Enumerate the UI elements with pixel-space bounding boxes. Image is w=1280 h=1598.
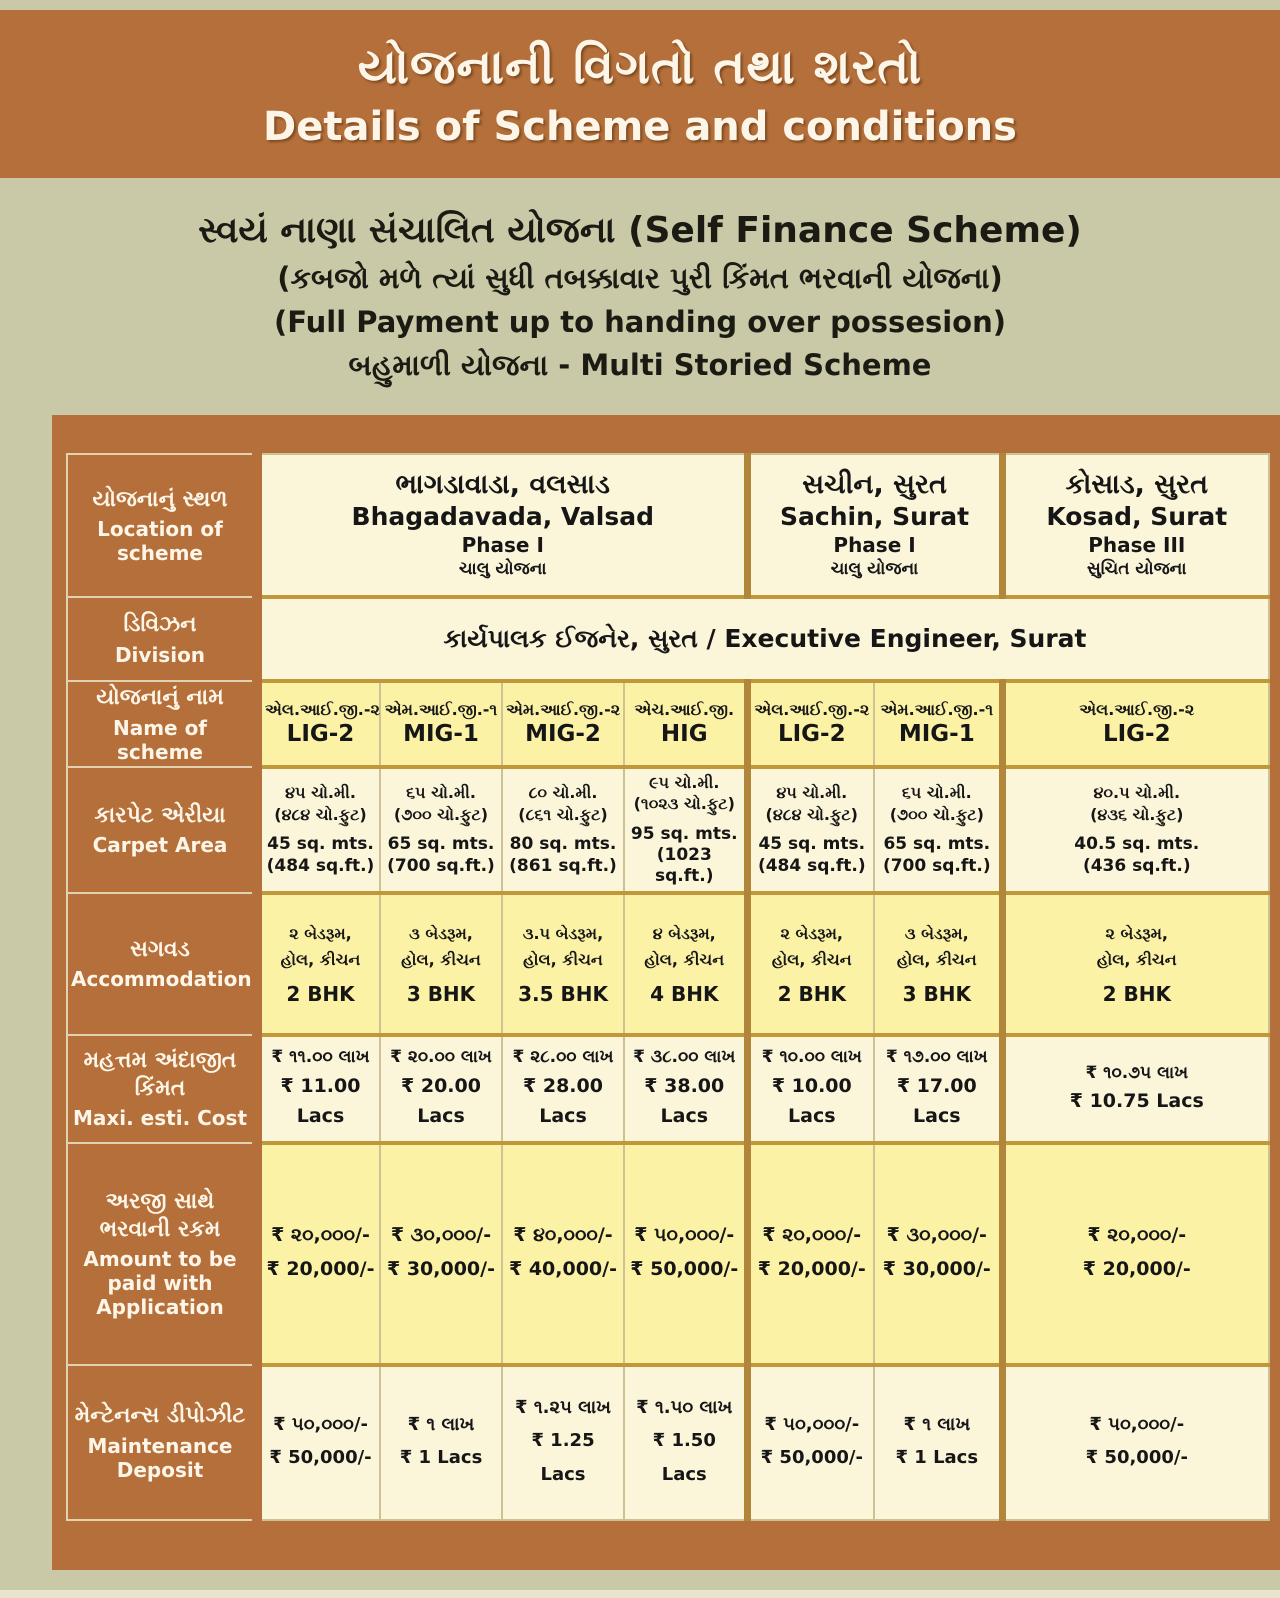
cell-carpet-1: ૬૫ ચો.મી. (૭૦૦ ચો.ફુટ) 65 sq. mts. (700 sq.…: [379, 764, 503, 894]
row-maintenance-deposit: મેન્ટેનન્સ ડીપોઝીટ Maintenance Deposit ₹…: [66, 1362, 1270, 1521]
cell-deposit-0: ₹ ૫૦,૦૦૦/- ₹ 50,000/-: [253, 1362, 381, 1521]
cell-accom-5: ૩ બેડરૂમ, હોલ, કીચન 3 BHK: [873, 890, 1004, 1036]
row-label-accommodation: સગવડ Accommodation: [66, 891, 262, 1036]
cell-name-6: એલ.આઈ.જી.-૨ LIG-2: [998, 679, 1270, 768]
row-scheme-name: યોજનાનું નામ Name of scheme એલ.આઈ.જી.-૨ L…: [66, 679, 1270, 768]
cell-cost-2: ₹ ૨૮.૦૦ લાખ ₹ 28.00 Lacs: [501, 1032, 625, 1144]
cell-amount-5: ₹ ૩૦,૦૦૦/- ₹ 30,000/-: [873, 1140, 1004, 1366]
cell-accom-4: ૨ બેડરૂમ, હોલ, કીચન 2 BHK: [743, 890, 876, 1036]
page-title-english: Details of Scheme and conditions: [263, 103, 1017, 150]
cell-carpet-6: ૪૦.૫ ચો.મી. (૪૩૬ ચો.ફુટ) 40.5 sq. mts. (436…: [998, 764, 1270, 894]
cell-amount-3: ₹ ૫૦,૦૦૦/- ₹ 50,000/-: [622, 1140, 749, 1366]
scheme-subtitle-block: સ્વયં નાણા સંચાલિત યોજના (Self Finance S…: [0, 178, 1280, 415]
cell-accom-3: ૪ બેડરૂમ, હોલ, કીચન 4 BHK: [622, 890, 749, 1036]
cell-accom-1: ૩ બેડરૂમ, હોલ, કીચન 3 BHK: [379, 890, 503, 1036]
cell-accom-2: ૩.૫ બેડરૂમ, હોલ, કીચન 3.5 BHK: [501, 890, 625, 1036]
subtitle-self-finance: સ્વયં નાણા સંચાલિત યોજના (Self Finance S…: [198, 210, 1082, 251]
cell-name-1: એમ.આઈ.જી.-૧ MIG-1: [379, 679, 503, 768]
cell-deposit-6: ₹ ૫૦,૦૦૦/- ₹ 50,000/-: [998, 1362, 1270, 1521]
row-location: યોજનાનું સ્થળ Location of scheme ભાગડાવા…: [66, 453, 1270, 598]
row-label-division: ડિવિઝન Division: [66, 596, 262, 682]
row-division: ડિવિઝન Division કાર્યપાલક ઈજનેર, સુરત / …: [66, 595, 1270, 682]
cell-amount-6: ₹ ૨૦,૦૦૦/- ₹ 20,000/-: [998, 1140, 1270, 1366]
cell-location-bhagadavada: ભાગડાવાડા, વલસાડ Bhagadavada, Valsad Pha…: [253, 453, 749, 598]
cell-name-4: એલ.આઈ.જી.-૨ LIG-2: [743, 679, 876, 768]
row-label-application-amount: અરજી સાથે ભરવાની રકમ Amount to be paid w…: [66, 1141, 262, 1366]
cell-carpet-4: ૪૫ ચો.મી. (૪૮૪ ચો.ફુટ) 45 sq. mts. (484 sq.…: [743, 764, 876, 894]
row-label-carpet-area: કારપેટ એરીયા Carpet Area: [66, 765, 262, 894]
bottom-margin-strip: [0, 1590, 1280, 1598]
row-max-cost: મહત્તમ અંદાજીત કિંમત Maxi. esti. Cost ₹ …: [66, 1032, 1270, 1144]
cell-carpet-2: ૮૦ ચો.મી. (૮૬૧ ચો.ફુટ) 80 sq. mts. (861 sq.…: [501, 764, 625, 894]
cell-amount-2: ₹ ૪૦,૦૦૦/- ₹ 40,000/-: [501, 1140, 625, 1366]
scheme-table-container: યોજનાનું સ્થળ Location of scheme ભાગડાવા…: [52, 415, 1280, 1570]
cell-amount-4: ₹ ૨૦,૦૦૦/- ₹ 20,000/-: [743, 1140, 876, 1366]
cell-name-5: એમ.આઈ.જી.-૧ MIG-1: [873, 679, 1004, 768]
cell-accom-6: ૨ બેડરૂમ, હોલ, કીચન 2 BHK: [998, 890, 1270, 1036]
cell-amount-1: ₹ ૩૦,૦૦૦/- ₹ 30,000/-: [379, 1140, 503, 1366]
row-label-max-cost: મહત્તમ અંદાજીત કિંમત Maxi. esti. Cost: [66, 1033, 262, 1144]
cell-name-2: એમ.આઈ.જી.-૨ MIG-2: [501, 679, 625, 768]
cell-cost-5: ₹ ૧૭.૦૦ લાખ ₹ 17.00 Lacs: [873, 1032, 1004, 1144]
cell-name-3: એચ.આઈ.જી. HIG: [622, 679, 749, 768]
cell-deposit-1: ₹ ૧ લાખ ₹ 1 Lacs: [379, 1362, 503, 1521]
cell-name-0: એલ.આઈ.જી.-૨ LIG-2: [253, 679, 381, 768]
cell-carpet-5: ૬૫ ચો.મી. (૭૦૦ ચો.ફુટ) 65 sq. mts. (700 sq.…: [873, 764, 1004, 894]
scheme-details-table: યોજનાનું સ્થળ Location of scheme ભાગડાવા…: [66, 453, 1270, 1521]
cell-deposit-4: ₹ ૫૦,૦૦૦/- ₹ 50,000/-: [743, 1362, 876, 1521]
cell-carpet-0: ૪૫ ચો.મી. (૪૮૪ ચો.ફુટ) 45 sq. mts. (484 sq.…: [253, 764, 381, 894]
row-application-amount: અરજી સાથે ભરવાની રકમ Amount to be paid w…: [66, 1140, 1270, 1366]
cell-cost-1: ₹ ૨૦.૦૦ લાખ ₹ 20.00 Lacs: [379, 1032, 503, 1144]
row-accommodation: સગવડ Accommodation ૨ બેડરૂમ, હોલ, કીચન 2 B…: [66, 890, 1270, 1036]
cell-accom-0: ૨ બેડરૂમ, હોલ, કીચન 2 BHK: [253, 890, 381, 1036]
subtitle-gujarati-note: (કબજો મળે ત્યાં સુધી તબક્કાવાર પુરી કિંમ…: [277, 261, 1003, 295]
header-band: યોજનાની વિગતો તથા શરતો Details of Scheme…: [0, 10, 1280, 178]
cell-cost-6: ₹ ૧૦.૭૫ લાખ ₹ 10.75 Lacs: [998, 1032, 1270, 1144]
row-label-maintenance-deposit: મેન્ટેનન્સ ડીપોઝીટ Maintenance Deposit: [66, 1363, 262, 1521]
cell-deposit-3: ₹ ૧.૫૦ લાખ ₹ 1.50 Lacs: [622, 1362, 749, 1521]
cell-carpet-3: ૯૫ ચો.મી. (૧૦૨૩ ચો.ફુટ) 95 sq. mts. (1023 s…: [622, 764, 749, 894]
subtitle-multi-storied: બહુમાળી યોજના - Multi Storied Scheme: [348, 348, 932, 382]
cell-location-kosad: કોસાડ, સુરત Kosad, Surat Phase III સુચિત…: [998, 453, 1270, 598]
row-label-location: યોજનાનું સ્થળ Location of scheme: [66, 453, 262, 598]
cell-cost-4: ₹ ૧૦.૦૦ લાખ ₹ 10.00 Lacs: [743, 1032, 876, 1144]
subtitle-full-payment: (Full Payment up to handing over possesi…: [273, 305, 1007, 339]
row-carpet-area: કારપેટ એરીયા Carpet Area ૪૫ ચો.મી. (૪૮૪ ચ…: [66, 764, 1270, 894]
top-margin-strip: [0, 0, 1280, 10]
cell-location-sachin: સચીન, સુરત Sachin, Surat Phase I ચાલુ યો…: [743, 453, 1004, 598]
cell-cost-3: ₹ ૩૮.૦૦ લાખ ₹ 38.00 Lacs: [622, 1032, 749, 1144]
cell-deposit-2: ₹ ૧.૨૫ લાખ ₹ 1.25 Lacs: [501, 1362, 625, 1521]
cell-division-value: કાર્યપાલક ઈજનેર, સુરત / Executive Engine…: [253, 595, 1270, 682]
cell-amount-0: ₹ ૨૦,૦૦૦/- ₹ 20,000/-: [253, 1140, 381, 1366]
page-title-gujarati: યોજનાની વિગતો તથા શરતો: [357, 38, 923, 95]
cell-cost-0: ₹ ૧૧.૦૦ લાખ ₹ 11.00 Lacs: [253, 1032, 381, 1144]
cell-deposit-5: ₹ ૧ લાખ ₹ 1 Lacs: [873, 1362, 1004, 1521]
row-label-scheme-name: યોજનાનું નામ Name of scheme: [66, 680, 262, 768]
